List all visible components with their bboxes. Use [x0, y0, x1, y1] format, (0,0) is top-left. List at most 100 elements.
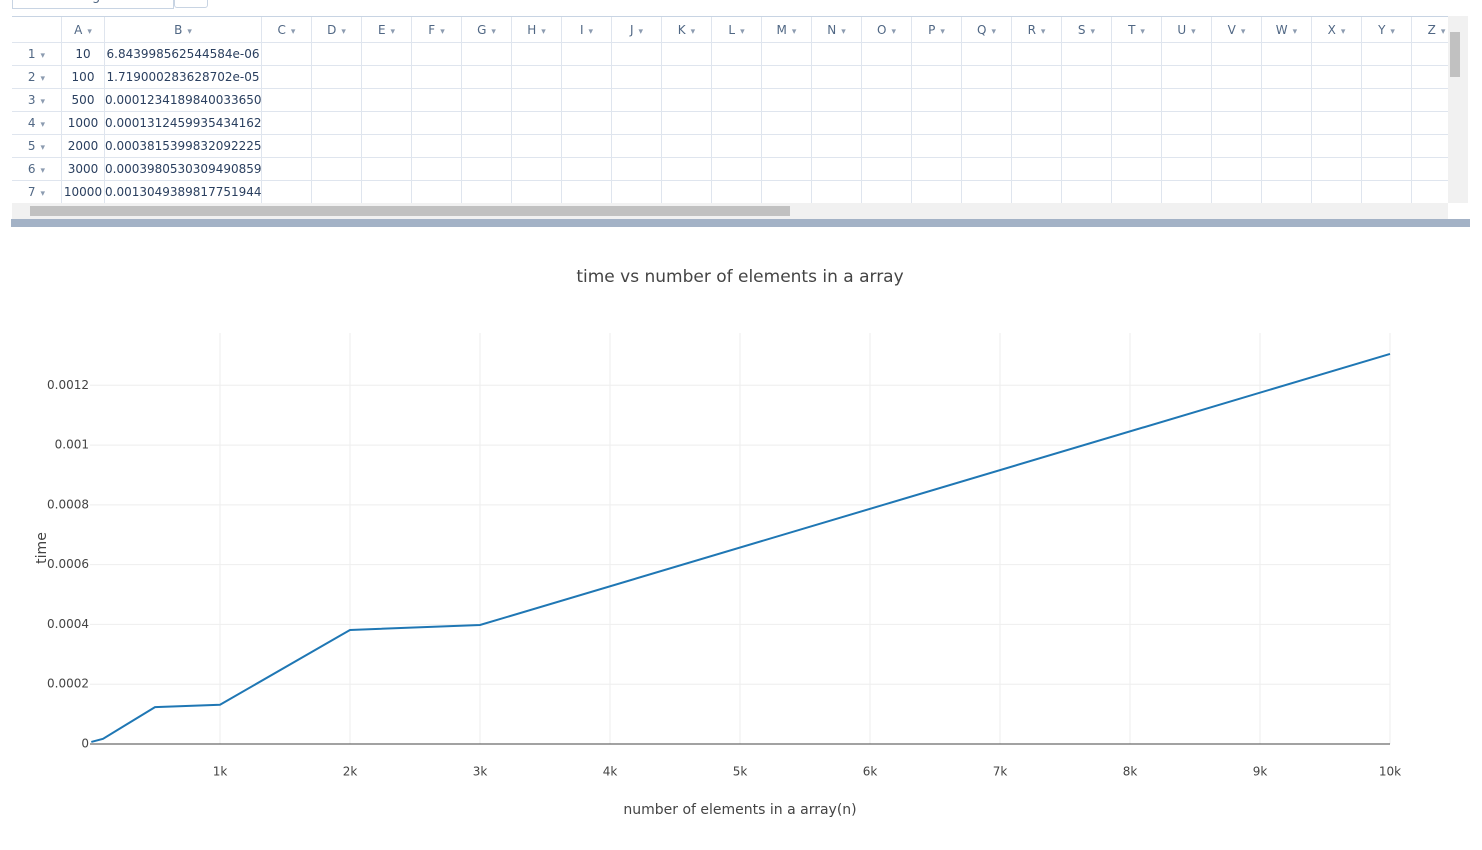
grid-cell[interactable] — [662, 89, 712, 112]
column-header[interactable]: I — [562, 17, 612, 43]
grid-cell[interactable] — [462, 135, 512, 158]
grid-cell[interactable]: 2000 — [62, 135, 105, 158]
column-header[interactable]: U — [1162, 17, 1212, 43]
grid-cell[interactable] — [612, 43, 662, 66]
grid-cell[interactable] — [1262, 112, 1312, 135]
grid-cell[interactable] — [512, 43, 562, 66]
grid-cell[interactable] — [512, 158, 562, 181]
grid-cell[interactable] — [412, 43, 462, 66]
grid-cell[interactable] — [1112, 66, 1162, 89]
grid-cell[interactable] — [962, 158, 1012, 181]
grid-cell[interactable] — [1362, 135, 1412, 158]
grid-cell[interactable]: 500 — [62, 89, 105, 112]
column-header[interactable]: Z — [1412, 17, 1448, 43]
grid-cell[interactable] — [562, 66, 612, 89]
grid-cell[interactable] — [662, 43, 712, 66]
grid-cell[interactable] — [962, 181, 1012, 204]
grid-cell[interactable] — [912, 89, 962, 112]
grid-cell[interactable]: 1.719000283628702e-05 — [105, 66, 262, 89]
grid-cell[interactable] — [1412, 66, 1448, 89]
grid-cell[interactable] — [1412, 181, 1448, 204]
grid-cell[interactable] — [912, 112, 962, 135]
grid-tab[interactable]: Unnamed grid 2 — [12, 0, 174, 9]
grid-cell[interactable] — [1212, 135, 1262, 158]
grid-cell[interactable] — [912, 66, 962, 89]
grid-cell[interactable] — [312, 181, 362, 204]
grid-cell[interactable] — [312, 43, 362, 66]
grid-cell[interactable] — [712, 135, 762, 158]
horizontal-scrollbar[interactable] — [12, 203, 1448, 219]
grid-cell[interactable] — [562, 89, 612, 112]
grid-cell[interactable] — [362, 43, 412, 66]
grid-cell[interactable] — [1312, 89, 1362, 112]
grid-cell[interactable] — [1412, 43, 1448, 66]
grid-cell[interactable] — [1062, 89, 1112, 112]
grid-cell[interactable] — [862, 66, 912, 89]
grid-cell[interactable] — [1112, 135, 1162, 158]
row-header[interactable]: 2 — [12, 66, 62, 89]
grid-cell[interactable] — [1362, 158, 1412, 181]
grid-cell[interactable] — [712, 181, 762, 204]
grid-cell[interactable]: 100 — [62, 66, 105, 89]
scroll-thumb[interactable] — [1450, 32, 1460, 77]
column-header[interactable]: E — [362, 17, 412, 43]
grid-cell[interactable] — [412, 112, 462, 135]
grid-cell[interactable] — [1312, 181, 1362, 204]
grid-cell[interactable] — [1312, 135, 1362, 158]
column-header[interactable]: F — [412, 17, 462, 43]
grid-cell[interactable] — [912, 181, 962, 204]
grid-cell[interactable] — [512, 89, 562, 112]
grid-cell[interactable] — [712, 112, 762, 135]
grid-cell[interactable]: 0.00013124599354341626 — [105, 112, 262, 135]
column-header[interactable]: W — [1262, 17, 1312, 43]
grid-cell[interactable] — [862, 181, 912, 204]
grid-cell[interactable] — [412, 66, 462, 89]
grid-cell[interactable] — [1262, 158, 1312, 181]
grid-cell[interactable] — [262, 135, 312, 158]
grid-cell[interactable] — [362, 66, 412, 89]
grid-cell[interactable] — [1212, 112, 1262, 135]
grid-cell[interactable] — [512, 135, 562, 158]
grid-cell[interactable] — [1412, 158, 1448, 181]
scroll-thumb[interactable] — [30, 206, 790, 216]
grid-cell[interactable] — [1262, 89, 1312, 112]
grid-cell[interactable] — [362, 181, 412, 204]
grid-cell[interactable] — [1012, 66, 1062, 89]
grid-cell[interactable] — [562, 112, 612, 135]
grid-cell[interactable] — [712, 43, 762, 66]
column-header[interactable]: A — [62, 17, 105, 43]
grid-cell[interactable] — [712, 158, 762, 181]
grid-cell[interactable] — [462, 158, 512, 181]
column-header[interactable]: K — [662, 17, 712, 43]
grid-cell[interactable] — [1062, 181, 1112, 204]
grid-cell[interactable] — [312, 112, 362, 135]
grid-cell[interactable] — [712, 89, 762, 112]
grid-cell[interactable] — [1062, 66, 1112, 89]
grid-cell[interactable] — [912, 43, 962, 66]
grid-cell[interactable] — [1062, 43, 1112, 66]
grid-cell[interactable] — [1362, 181, 1412, 204]
grid-cell[interactable] — [1312, 112, 1362, 135]
grid-cell[interactable]: 10 — [62, 43, 105, 66]
column-header[interactable]: J — [612, 17, 662, 43]
column-header[interactable]: G — [462, 17, 512, 43]
grid-cell[interactable] — [1012, 43, 1062, 66]
grid-cell[interactable] — [1012, 158, 1062, 181]
grid-cell[interactable] — [812, 135, 862, 158]
grid-cell[interactable] — [1012, 181, 1062, 204]
vertical-scrollbar[interactable] — [1448, 16, 1468, 203]
grid-cell[interactable] — [1312, 158, 1362, 181]
grid-cell[interactable] — [1012, 112, 1062, 135]
grid-cell[interactable] — [862, 112, 912, 135]
grid-cell[interactable] — [1262, 66, 1312, 89]
grid-cell[interactable] — [1062, 112, 1112, 135]
grid-cell[interactable] — [412, 158, 462, 181]
grid-cell[interactable] — [762, 135, 812, 158]
grid-cell[interactable] — [912, 158, 962, 181]
grid-cell[interactable] — [812, 66, 862, 89]
grid-cell[interactable] — [1062, 158, 1112, 181]
grid-cell[interactable] — [462, 89, 512, 112]
grid-cell[interactable] — [612, 89, 662, 112]
grid-cell[interactable] — [312, 89, 362, 112]
grid-cell[interactable] — [662, 158, 712, 181]
